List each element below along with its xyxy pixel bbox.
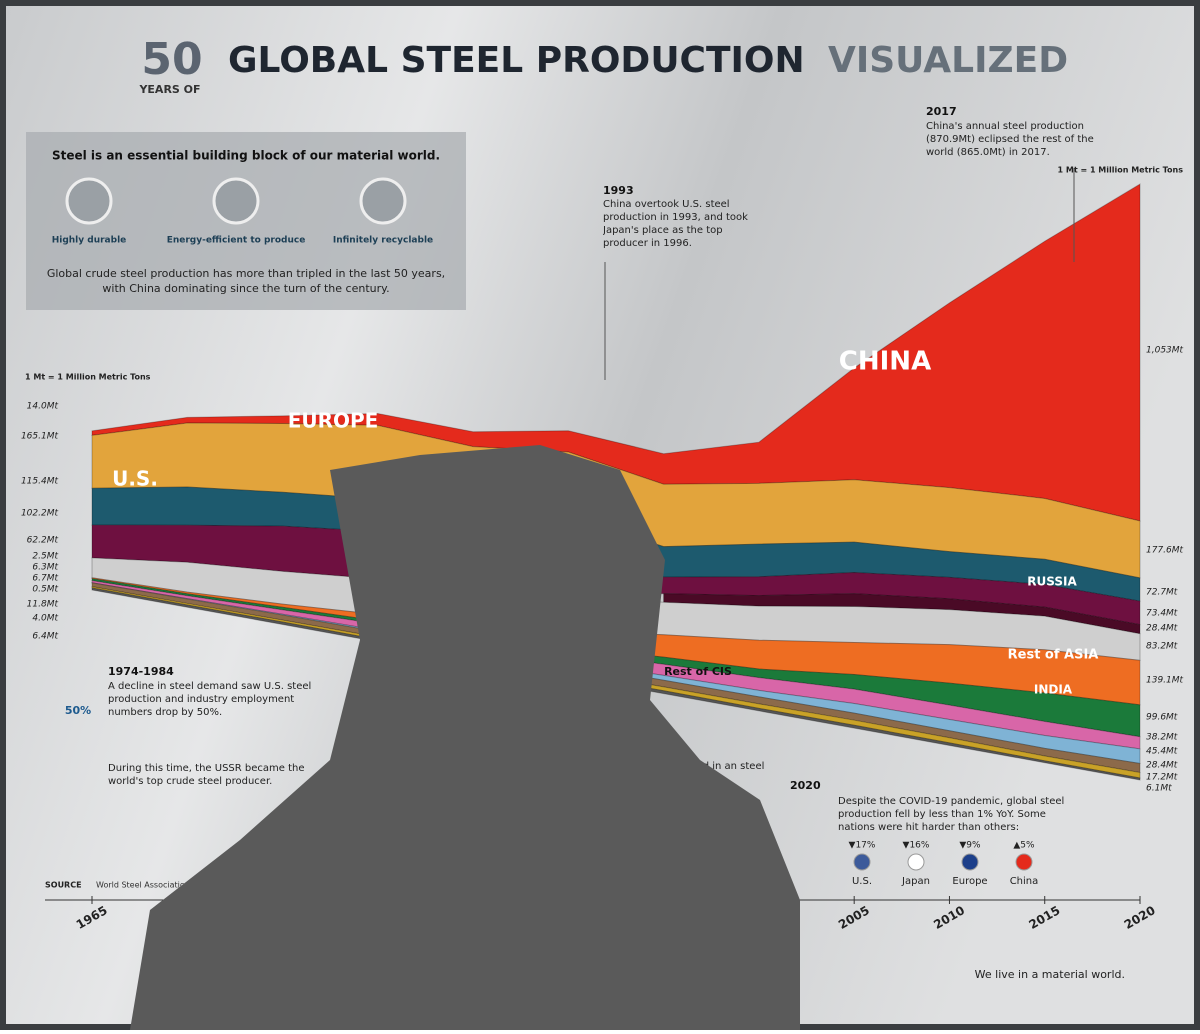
annotation-box: During this time, the USSR became the wo… <box>108 763 305 787</box>
info-text: Global crude steel production has more t… <box>46 267 446 295</box>
unit-note: 1 Mt = 1 Million Metric Tons <box>25 373 151 382</box>
start-label: 0.5Mt <box>32 585 58 595</box>
series-label: RUSSIA <box>1027 575 1077 589</box>
unit-note: 1 Mt = 1 Million Metric Tons <box>1058 166 1184 175</box>
icon <box>212 177 260 225</box>
feature: Infinitely recyclable <box>333 236 433 246</box>
annotation-box: China's annual steel production (870.9Mt… <box>926 121 1094 158</box>
icon <box>359 177 407 225</box>
annotation-text: A decline in steel demand saw U.S. steel… <box>108 681 312 718</box>
annotation-year: 2020 <box>790 779 821 792</box>
end-label: 1,053Mt <box>1146 346 1184 356</box>
icon <box>65 177 113 225</box>
annotations: 1993 China overtook U.S. steel production… <box>65 105 1094 887</box>
annotation-year: 2017 <box>926 105 957 118</box>
start-label: 6.7Mt <box>32 574 58 584</box>
annotation-year: 1974-1984 <box>108 665 174 678</box>
title-main: GLOBAL STEEL PRODUCTION <box>228 40 805 81</box>
end-label: 72.7Mt <box>1146 588 1178 598</box>
feature: Highly durable <box>52 236 127 246</box>
start-label: 4.0Mt <box>32 614 58 624</box>
info-heading: Steel is an essential building block of … <box>52 149 440 163</box>
start-label: 6.4Mt <box>32 632 58 642</box>
end-label: 28.4Mt <box>1146 761 1178 771</box>
flag <box>853 853 871 871</box>
country: Europe <box>952 876 987 887</box>
start-label: 2.5Mt <box>32 552 58 562</box>
annotation-box: Despite the COVID-19 pandemic, global st… <box>838 796 1065 833</box>
title-accent: VISUALIZED <box>828 40 1068 81</box>
footer: We live in a material world. <box>975 968 1125 981</box>
annotation-box: China overtook U.S. steel production in … <box>603 199 748 249</box>
flag <box>1015 853 1033 871</box>
end-label: 177.6Mt <box>1146 546 1184 556</box>
end-label: 139.1Mt <box>1146 676 1184 686</box>
change: ▼17% <box>849 841 876 851</box>
start-label: 102.2Mt <box>21 509 59 519</box>
change: ▼16% <box>903 841 930 851</box>
series-label: U.S. <box>112 467 158 491</box>
change: ▲5% <box>1013 841 1035 851</box>
series-label: EUROPE <box>288 409 379 433</box>
start-label: 14.0Mt <box>27 402 59 412</box>
start-label: 115.4Mt <box>21 477 59 487</box>
source-label: SOURCE <box>45 881 82 890</box>
end-label: 6.1Mt <box>1146 784 1172 794</box>
photo-overlay <box>130 445 800 1030</box>
flag <box>907 853 925 871</box>
annotation-box: A decline in steel demand saw U.S. steel… <box>108 681 312 718</box>
annotation-text: During this time, the USSR became the wo… <box>108 763 305 787</box>
country: China <box>1010 876 1039 887</box>
source: World Steel Association <box>96 881 190 890</box>
end-label: 83.2Mt <box>1146 642 1178 652</box>
title-years: YEARS OF <box>138 83 200 96</box>
series-label: INDIA <box>1034 683 1073 697</box>
annotation-text: China's annual steel production (870.9Mt… <box>926 121 1094 158</box>
feature: Energy-efficient to produce <box>167 236 306 246</box>
series-label: Rest of ASIA <box>1008 648 1099 663</box>
end-label: 73.4Mt <box>1146 609 1178 619</box>
annotation-text: China overtook U.S. steel production in … <box>603 199 748 249</box>
series-label: CHINA <box>839 347 931 377</box>
flag <box>961 853 979 871</box>
annotation-text: Despite the COVID-19 pandemic, global st… <box>838 796 1065 833</box>
title-number: 50 <box>141 34 202 85</box>
series-label: Rest of CIS <box>664 665 732 678</box>
start-label: 11.8Mt <box>27 600 59 610</box>
country: Japan <box>901 876 930 887</box>
start-label: 62.2Mt <box>27 536 59 546</box>
annotation-year: 1993 <box>603 184 634 197</box>
start-label: 6.3Mt <box>32 563 58 573</box>
end-label: 99.6Mt <box>1146 713 1178 723</box>
end-label: 17.2Mt <box>1146 773 1178 783</box>
end-label: 45.4Mt <box>1146 747 1178 757</box>
annotation-stat: 50% <box>65 704 91 717</box>
end-label: 38.2Mt <box>1146 733 1178 743</box>
start-label: 165.1Mt <box>21 432 59 442</box>
change: ▼9% <box>959 841 981 851</box>
country: U.S. <box>852 876 872 887</box>
end-label: 28.4Mt <box>1146 624 1178 634</box>
info-text-box: Global crude steel production has more t… <box>46 267 446 295</box>
